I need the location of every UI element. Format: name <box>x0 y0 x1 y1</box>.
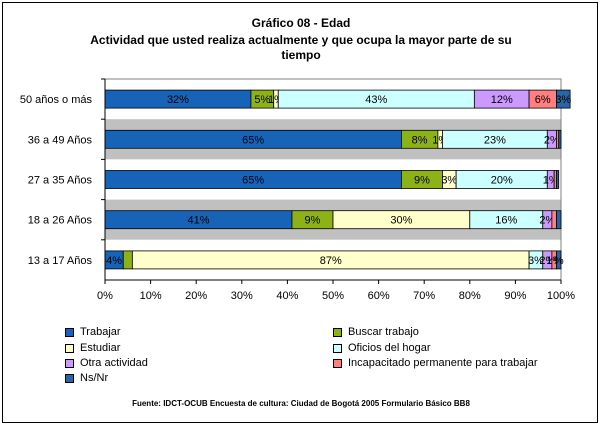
legend-label: Ns/Nr <box>80 372 109 384</box>
legend-swatch <box>333 327 342 337</box>
bar-segment <box>556 210 562 230</box>
legend-swatch <box>65 373 74 383</box>
legend-item: Ns/Nr <box>65 372 108 384</box>
legend-item: Incapacitado permanente para trabajar <box>333 357 538 369</box>
data-label: 87% <box>320 255 342 267</box>
data-label: 6% <box>535 94 551 106</box>
legend-label: Incapacitado permanente para trabajar <box>348 357 538 369</box>
legend-label: Oficios del hogar <box>348 342 431 354</box>
source-note: Fuente: IDCT-OCUB Encuesta de cultura: C… <box>132 399 470 408</box>
data-label: 23% <box>484 134 506 146</box>
legend-label: Otra actividad <box>80 357 148 369</box>
category-label: 50 años o más <box>20 94 93 106</box>
legend-swatch <box>65 358 74 368</box>
data-label: 20% <box>491 175 513 187</box>
x-tick-label: 70% <box>413 290 435 302</box>
bar-segment <box>556 170 560 189</box>
x-tick-label: 90% <box>504 290 526 302</box>
data-label: 2% <box>539 255 555 267</box>
chart-subtitle-line-1: Actividad que usted realiza actualmente … <box>90 33 512 47</box>
data-label: 3% <box>528 255 544 267</box>
data-label: 9% <box>305 215 321 227</box>
x-tick-label: 20% <box>185 290 207 302</box>
data-label: 16% <box>495 215 517 227</box>
x-tick-label: 30% <box>231 290 253 302</box>
x-tick-label: 50% <box>322 290 344 302</box>
data-label: 2% <box>544 134 560 146</box>
data-label: 32% <box>167 94 189 106</box>
data-label: 4% <box>106 255 122 267</box>
data-label: 8% <box>412 134 428 146</box>
legend-item: Otra actividad <box>65 357 148 369</box>
bar-segment <box>558 129 562 149</box>
legend-swatch <box>65 327 74 337</box>
x-tick-label: 60% <box>368 290 390 302</box>
x-tick-label: 0% <box>97 290 113 302</box>
legend-swatch <box>333 343 342 353</box>
category-label: 18 a 26 Años <box>28 215 93 227</box>
legend-label: Estudiar <box>80 342 121 354</box>
category-label: 27 a 35 Años <box>28 175 93 187</box>
data-label: 2% <box>539 215 555 227</box>
legend-swatch <box>333 358 342 368</box>
data-label: 9% <box>414 175 430 187</box>
data-label: 65% <box>242 134 264 146</box>
category-label: 13 a 17 Años <box>28 255 93 267</box>
category-label: 36 a 49 Años <box>28 134 93 146</box>
bar-segment <box>551 210 557 230</box>
data-label: 65% <box>242 175 264 187</box>
data-label: 3% <box>441 175 457 187</box>
data-label: 3% <box>555 94 571 106</box>
legend-label: Buscar trabajo <box>348 326 419 338</box>
data-label: 5% <box>254 94 270 106</box>
legend-item: Buscar trabajo <box>333 326 419 338</box>
data-label: 43% <box>365 94 387 106</box>
legend-item: Oficios del hogar <box>333 342 431 354</box>
x-tick-label: 100% <box>547 290 575 302</box>
chart-subtitle-line-2: tiempo <box>281 48 321 62</box>
data-label: 12% <box>491 94 513 106</box>
legend-swatch <box>65 343 74 353</box>
legend-label: Trabajar <box>80 326 121 338</box>
data-label: % <box>554 255 564 267</box>
data-label: 41% <box>187 215 209 227</box>
bar-segment <box>556 89 571 109</box>
x-tick-label: 10% <box>140 290 162 302</box>
legend-item: Estudiar <box>65 342 120 354</box>
chart-title: Gráfico 08 - Edad <box>251 16 351 30</box>
x-tick-label: 40% <box>276 290 298 302</box>
data-label: 30% <box>390 215 412 227</box>
x-tick-label: 80% <box>459 290 481 302</box>
bar-segment <box>122 250 133 270</box>
bar-segment <box>556 250 562 270</box>
legend-item: Trabajar <box>65 326 121 338</box>
